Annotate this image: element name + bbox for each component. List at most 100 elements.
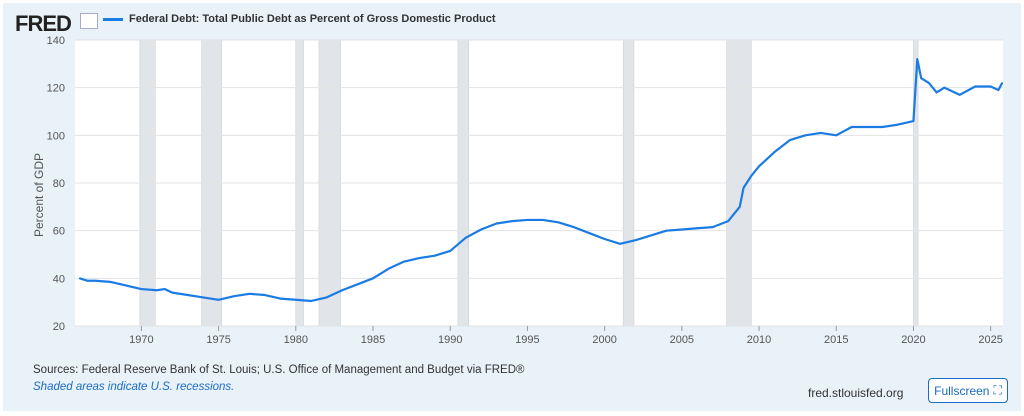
data-point — [897, 123, 899, 126]
x-tick-label: 1975 — [206, 334, 230, 346]
chart-icon — [80, 13, 98, 29]
data-point — [943, 86, 946, 89]
data-point — [681, 228, 683, 231]
data-point — [86, 279, 89, 282]
data-point — [78, 277, 81, 280]
data-point — [634, 239, 637, 241]
y-tick-label: 120 — [47, 83, 65, 95]
site-link[interactable]: fred.stlouisfed.org — [808, 386, 904, 400]
data-point — [163, 288, 166, 290]
x-tick-label: 1970 — [129, 334, 153, 346]
x-tick-label: 1980 — [284, 334, 308, 346]
data-point — [758, 165, 760, 168]
fullscreen-label: Fullscreen — [934, 383, 990, 398]
data-point — [819, 132, 822, 134]
data-point — [542, 219, 544, 221]
data-point — [125, 284, 127, 287]
data-point — [526, 219, 529, 221]
fullscreen-button[interactable]: Fullscreen ⛶ — [928, 378, 1008, 403]
data-point — [572, 226, 575, 228]
data-point — [989, 85, 992, 88]
data-point — [588, 232, 590, 234]
data-point — [928, 82, 930, 84]
data-point — [866, 126, 868, 128]
data-point — [711, 226, 714, 228]
data-point — [264, 294, 266, 296]
data-point — [603, 238, 606, 240]
x-tick-label: 2000 — [592, 334, 616, 346]
data-point — [619, 242, 621, 245]
data-point — [738, 206, 741, 208]
y-tick-label: 60 — [53, 226, 65, 238]
data-point — [449, 250, 452, 252]
data-point — [912, 120, 915, 122]
data-point — [495, 222, 498, 225]
x-tick-label: 2005 — [670, 334, 694, 346]
x-tick-label: 1985 — [361, 334, 385, 346]
data-point — [403, 260, 405, 263]
legend: Federal Debt: Total Public Debt as Perce… — [103, 13, 496, 25]
data-point — [156, 289, 158, 292]
x-tick-label: 1990 — [438, 334, 462, 346]
data-point — [789, 139, 791, 141]
data-point — [109, 281, 112, 283]
sources-text: Sources: Federal Reserve Bank of St. Lou… — [33, 364, 525, 376]
data-point — [742, 186, 745, 189]
data-point — [997, 89, 1000, 91]
data-point — [480, 228, 482, 231]
data-point — [773, 151, 776, 153]
expand-icon: ⛶ — [993, 383, 1002, 397]
x-tick-label: 1995 — [515, 334, 539, 346]
data-point — [750, 175, 753, 177]
data-point — [920, 77, 922, 79]
data-point — [650, 234, 652, 237]
data-point — [464, 237, 467, 239]
data-point — [325, 296, 328, 299]
data-point — [387, 268, 390, 270]
x-tick-label: 2020 — [901, 334, 925, 346]
y-tick-label: 20 — [53, 321, 65, 333]
data-point — [935, 91, 938, 94]
data-point — [94, 279, 96, 282]
data-point — [696, 227, 699, 230]
y-tick-label: 80 — [53, 178, 65, 190]
data-point — [217, 298, 220, 301]
fred-logo[interactable]: FRED — [15, 11, 72, 36]
x-tick-label: 2010 — [747, 334, 771, 346]
data-point — [804, 134, 807, 137]
legend-swatch — [103, 17, 123, 21]
data-point — [171, 291, 174, 294]
data-point — [727, 220, 729, 222]
data-point — [881, 126, 884, 128]
data-point — [511, 220, 513, 222]
legend-label: Federal Debt: Total Public Debt as Perce… — [129, 13, 496, 25]
data-point — [295, 298, 297, 301]
data-point — [418, 257, 421, 259]
data-point — [958, 94, 961, 96]
data-point — [202, 296, 204, 299]
data-point — [310, 300, 313, 302]
data-point — [665, 229, 668, 232]
y-tick-label: 140 — [47, 35, 65, 47]
data-point — [140, 288, 143, 290]
recession-note: Shaded areas indicate U.S. recessions. — [33, 381, 235, 393]
x-tick-label: 2025 — [978, 334, 1002, 346]
data-point — [850, 126, 853, 128]
data-point — [433, 254, 436, 257]
data-point — [233, 295, 235, 298]
data-point — [248, 293, 251, 295]
data-point — [557, 221, 560, 224]
data-point — [1001, 82, 1004, 84]
data-point — [916, 58, 919, 60]
y-tick-label: 100 — [47, 130, 65, 142]
data-point — [372, 277, 374, 280]
x-tick-label: 2015 — [824, 334, 848, 346]
data-point — [835, 134, 838, 137]
data-point — [974, 85, 977, 88]
data-point — [279, 297, 282, 300]
data-point — [356, 283, 359, 286]
data-point — [186, 294, 189, 296]
y-tick-label: 40 — [53, 273, 65, 285]
data-point — [341, 289, 343, 292]
